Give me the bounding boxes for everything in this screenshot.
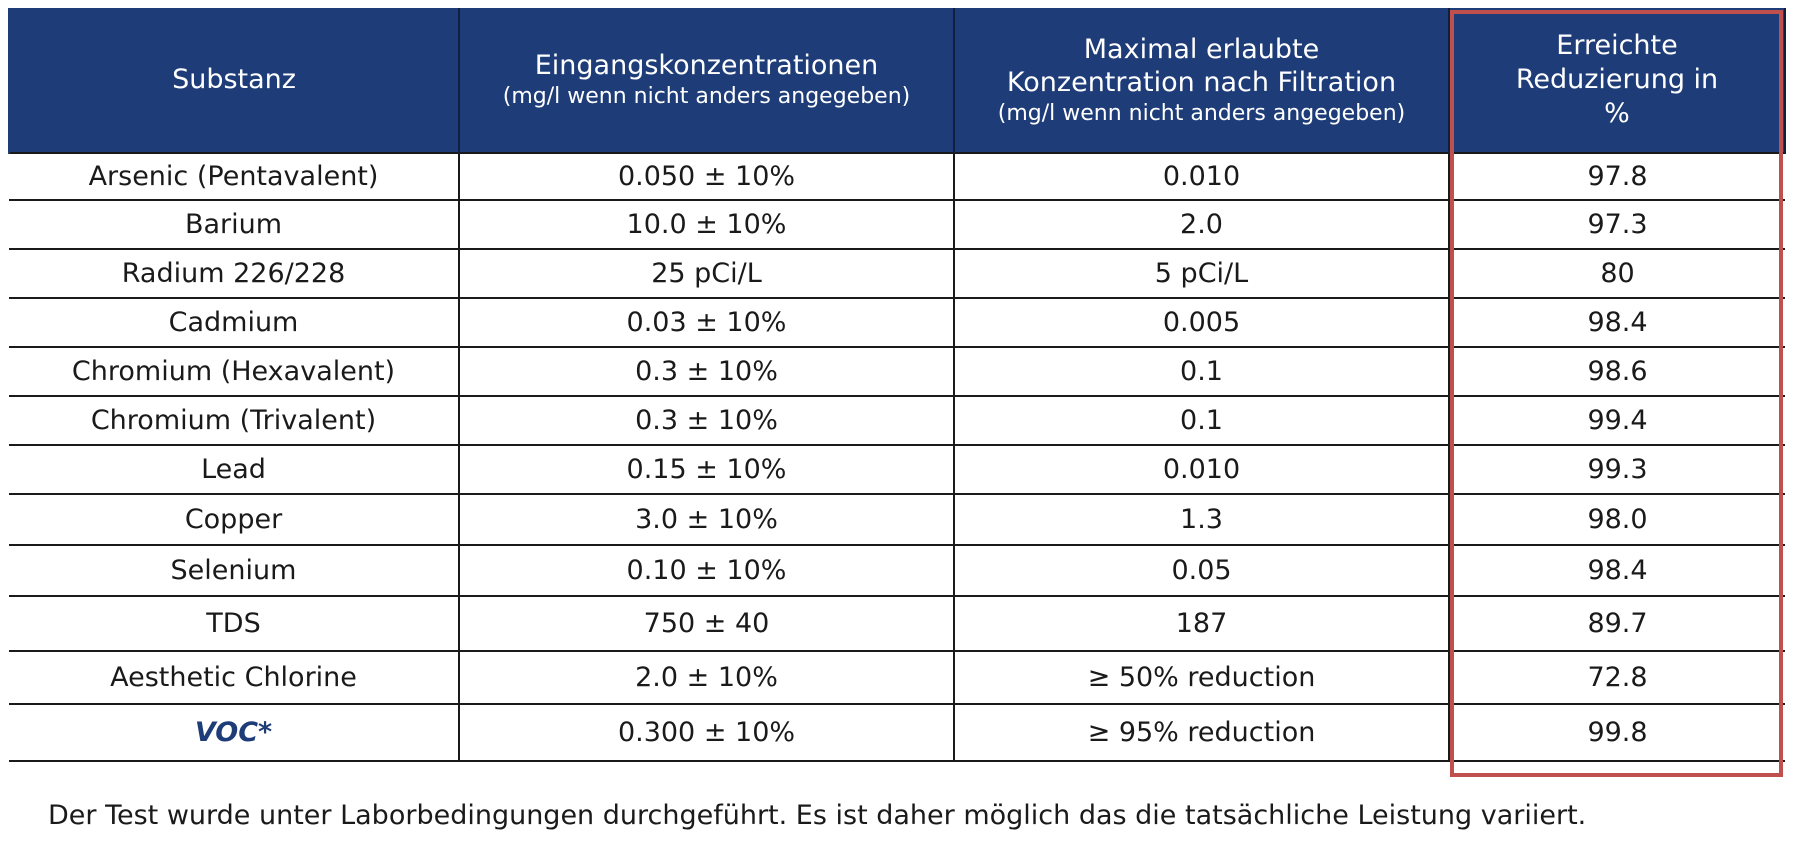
reduction-cell: 89.7 bbox=[1448, 595, 1785, 651]
reduction-cell: 99.8 bbox=[1448, 703, 1785, 762]
input-concentration-cell: 10.0 ± 10% bbox=[458, 199, 954, 249]
substance-cell: Cadmium bbox=[9, 297, 459, 347]
substance-cell: Lead bbox=[9, 444, 459, 494]
input-concentration-cell: 0.15 ± 10% bbox=[458, 444, 954, 494]
substance-cell: TDS bbox=[9, 595, 459, 651]
table-row: Barium 10.0 ± 10% 2.0 97.3 bbox=[9, 199, 1785, 249]
substance-cell: Barium bbox=[9, 199, 459, 249]
max-concentration-cell: ≥ 95% reduction bbox=[953, 703, 1449, 762]
table-row: Radium 226/228 25 pCi/L 5 pCi/L 80 bbox=[9, 248, 1785, 298]
input-concentration-cell: 0.3 ± 10% bbox=[458, 395, 954, 445]
reduction-cell: 98.0 bbox=[1448, 493, 1785, 545]
max-concentration-cell: 187 bbox=[953, 595, 1449, 651]
header-eingangskonzentrationen: Eingangskonzentrationen (mg/l wenn nicht… bbox=[458, 8, 955, 153]
header-substanz: Substanz bbox=[8, 8, 460, 153]
header-max-konzentration: Maximal erlaubte Konzentration nach Filt… bbox=[953, 8, 1450, 153]
reduction-cell: 80 bbox=[1448, 248, 1785, 298]
input-concentration-cell: 2.0 ± 10% bbox=[458, 650, 954, 704]
input-concentration-cell: 3.0 ± 10% bbox=[458, 493, 954, 545]
substance-cell: Radium 226/228 bbox=[9, 248, 459, 298]
table-row: Lead 0.15 ± 10% 0.010 99.3 bbox=[9, 444, 1785, 494]
input-concentration-cell: 0.3 ± 10% bbox=[458, 346, 954, 396]
results-table-wrapper: Substanz Eingangskonzentrationen (mg/l w… bbox=[8, 8, 1786, 762]
table-row: Cadmium 0.03 ± 10% 0.005 98.4 bbox=[9, 297, 1785, 347]
reduction-cell: 97.8 bbox=[1448, 152, 1785, 200]
table-header-row: Substanz Eingangskonzentrationen (mg/l w… bbox=[8, 8, 1786, 153]
reduction-cell: 98.4 bbox=[1448, 297, 1785, 347]
reduction-cell: 98.6 bbox=[1448, 346, 1785, 396]
max-concentration-cell: 5 pCi/L bbox=[953, 248, 1449, 298]
table-row: Chromium (Trivalent) 0.3 ± 10% 0.1 99.4 bbox=[9, 395, 1785, 445]
reduction-cell: 99.4 bbox=[1448, 395, 1785, 445]
input-concentration-cell: 0.050 ± 10% bbox=[458, 152, 954, 200]
max-concentration-cell: 1.3 bbox=[953, 493, 1449, 545]
reduction-cell: 99.3 bbox=[1448, 444, 1785, 494]
footnote-text: Der Test wurde unter Laborbedingungen du… bbox=[48, 800, 1587, 831]
table-row: Chromium (Hexavalent) 0.3 ± 10% 0.1 98.6 bbox=[9, 346, 1785, 396]
table-row: VOC* 0.300 ± 10% ≥ 95% reduction 99.8 bbox=[9, 703, 1785, 762]
max-concentration-cell: ≥ 50% reduction bbox=[953, 650, 1449, 704]
table-row: Arsenic (Pentavalent) 0.050 ± 10% 0.010 … bbox=[9, 152, 1785, 200]
substance-cell-voc: VOC* bbox=[9, 703, 459, 762]
substance-cell: Arsenic (Pentavalent) bbox=[9, 152, 459, 200]
reduction-cell: 97.3 bbox=[1448, 199, 1785, 249]
substance-cell: Selenium bbox=[9, 544, 459, 596]
max-concentration-cell: 2.0 bbox=[953, 199, 1449, 249]
table-row: TDS 750 ± 40 187 89.7 bbox=[9, 595, 1785, 651]
max-concentration-cell: 0.010 bbox=[953, 152, 1449, 200]
max-concentration-cell: 0.1 bbox=[953, 346, 1449, 396]
max-concentration-cell: 0.005 bbox=[953, 297, 1449, 347]
substance-cell: Aesthetic Chlorine bbox=[9, 650, 459, 704]
input-concentration-cell: 0.300 ± 10% bbox=[458, 703, 954, 762]
filtration-results-table: Substanz Eingangskonzentrationen (mg/l w… bbox=[8, 8, 1786, 762]
table-row: Aesthetic Chlorine 2.0 ± 10% ≥ 50% reduc… bbox=[9, 650, 1785, 704]
input-concentration-cell: 25 pCi/L bbox=[458, 248, 954, 298]
substance-cell: Chromium (Trivalent) bbox=[9, 395, 459, 445]
table-row: Selenium 0.10 ± 10% 0.05 98.4 bbox=[9, 544, 1785, 596]
input-concentration-cell: 0.03 ± 10% bbox=[458, 297, 954, 347]
input-concentration-cell: 0.10 ± 10% bbox=[458, 544, 954, 596]
substance-cell: Copper bbox=[9, 493, 459, 545]
max-concentration-cell: 0.010 bbox=[953, 444, 1449, 494]
header-reduzierung: Erreichte Reduzierung in % bbox=[1448, 8, 1786, 153]
reduction-cell: 72.8 bbox=[1448, 650, 1785, 704]
table-row: Copper 3.0 ± 10% 1.3 98.0 bbox=[9, 493, 1785, 545]
max-concentration-cell: 0.1 bbox=[953, 395, 1449, 445]
reduction-cell: 98.4 bbox=[1448, 544, 1785, 596]
input-concentration-cell: 750 ± 40 bbox=[458, 595, 954, 651]
substance-cell: Chromium (Hexavalent) bbox=[9, 346, 459, 396]
max-concentration-cell: 0.05 bbox=[953, 544, 1449, 596]
